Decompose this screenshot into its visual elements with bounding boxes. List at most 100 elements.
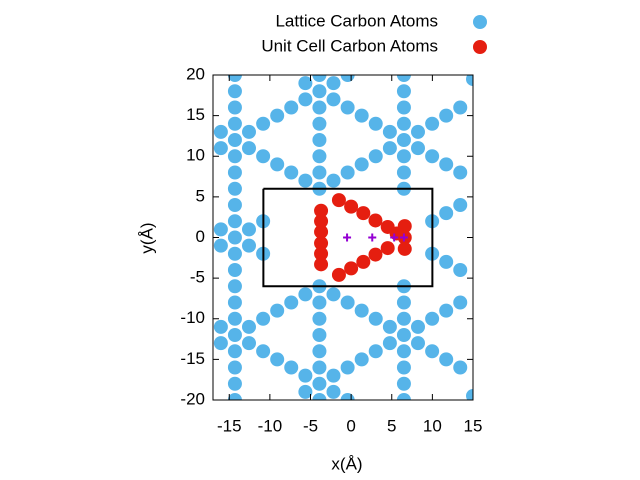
atom bbox=[368, 213, 383, 228]
atom bbox=[425, 344, 440, 359]
atom bbox=[396, 165, 411, 180]
plot-area bbox=[213, 75, 473, 400]
atom bbox=[396, 133, 411, 147]
atom bbox=[312, 376, 327, 391]
atom bbox=[298, 92, 313, 107]
x-tick-label: -15 bbox=[217, 416, 242, 435]
atom bbox=[396, 344, 411, 359]
y-tick-label: -10 bbox=[180, 308, 205, 327]
atom bbox=[227, 165, 242, 180]
atom bbox=[354, 157, 369, 172]
atom bbox=[314, 214, 329, 229]
y-tick-label: 15 bbox=[186, 105, 205, 124]
atom bbox=[396, 84, 411, 99]
atom bbox=[396, 149, 411, 164]
atom bbox=[227, 295, 242, 310]
atom bbox=[453, 165, 468, 180]
atom bbox=[396, 116, 411, 131]
atom bbox=[270, 303, 285, 318]
atom bbox=[453, 263, 468, 277]
atom bbox=[326, 92, 341, 107]
atom bbox=[453, 295, 468, 310]
atom bbox=[368, 149, 383, 164]
atom bbox=[227, 263, 242, 277]
atom bbox=[466, 388, 473, 400]
atom bbox=[314, 257, 329, 272]
atom bbox=[213, 141, 228, 156]
atom bbox=[227, 149, 242, 164]
atom bbox=[312, 328, 327, 342]
atom bbox=[312, 295, 327, 310]
atom bbox=[354, 352, 369, 367]
atom bbox=[284, 100, 299, 115]
atom bbox=[314, 246, 329, 261]
atom bbox=[312, 149, 327, 164]
atom bbox=[453, 198, 468, 212]
atom bbox=[344, 199, 359, 214]
legend-label: Lattice Carbon Atoms bbox=[275, 11, 438, 30]
atom bbox=[396, 376, 411, 391]
atom bbox=[241, 141, 256, 156]
atom bbox=[227, 84, 242, 99]
atom bbox=[326, 384, 341, 399]
atom bbox=[368, 116, 383, 131]
atom bbox=[326, 173, 341, 188]
y-tick-label: 10 bbox=[186, 146, 205, 165]
atom bbox=[213, 238, 228, 253]
atom bbox=[227, 230, 242, 245]
atom bbox=[241, 222, 256, 237]
atom bbox=[326, 368, 341, 383]
atom bbox=[284, 360, 299, 375]
atom bbox=[396, 360, 411, 375]
x-tick-label: 10 bbox=[423, 416, 442, 435]
atom bbox=[439, 206, 454, 221]
atom bbox=[410, 319, 425, 334]
atom bbox=[256, 344, 271, 359]
y-tick-label: 5 bbox=[196, 186, 205, 205]
atom bbox=[410, 124, 425, 139]
y-tick-label: -20 bbox=[180, 389, 205, 408]
legend-label: Unit Cell Carbon Atoms bbox=[261, 36, 438, 55]
atom bbox=[340, 295, 355, 310]
atom bbox=[396, 311, 411, 326]
plus-point bbox=[399, 233, 408, 242]
y-tick-label: 0 bbox=[196, 227, 205, 246]
y-tick-label: -15 bbox=[180, 349, 205, 368]
atom bbox=[314, 236, 329, 251]
atom bbox=[213, 124, 228, 139]
atom bbox=[227, 393, 242, 400]
atom bbox=[256, 311, 271, 326]
atom bbox=[382, 319, 397, 334]
atom bbox=[396, 75, 411, 82]
atom bbox=[213, 319, 228, 334]
atom bbox=[213, 222, 228, 237]
atom bbox=[380, 241, 395, 256]
atom bbox=[227, 133, 242, 147]
atom bbox=[326, 287, 341, 302]
atom bbox=[256, 116, 271, 131]
atom bbox=[439, 108, 454, 123]
legend-marker bbox=[473, 40, 487, 54]
x-tick-label: -10 bbox=[258, 416, 283, 435]
atom bbox=[368, 311, 383, 326]
atom bbox=[227, 75, 242, 82]
atom bbox=[453, 100, 468, 115]
atom bbox=[241, 124, 256, 139]
atom bbox=[425, 116, 440, 131]
atom bbox=[298, 173, 313, 188]
atom bbox=[227, 360, 242, 375]
atom bbox=[344, 261, 359, 276]
atom bbox=[453, 360, 468, 375]
atom bbox=[227, 116, 242, 131]
atom bbox=[298, 287, 313, 302]
atom bbox=[270, 352, 285, 367]
atom bbox=[396, 295, 411, 310]
atom bbox=[213, 336, 228, 351]
atom bbox=[396, 393, 411, 400]
atom bbox=[270, 157, 285, 172]
atom bbox=[368, 344, 383, 359]
atom bbox=[439, 254, 454, 269]
atom bbox=[340, 360, 355, 375]
atom bbox=[314, 203, 329, 218]
atom bbox=[466, 75, 473, 87]
